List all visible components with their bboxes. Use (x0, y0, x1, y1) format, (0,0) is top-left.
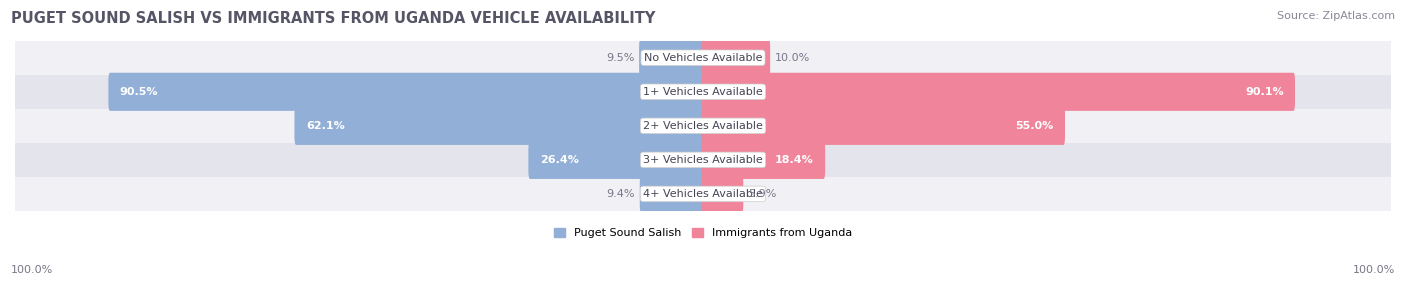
Text: 18.4%: 18.4% (775, 155, 814, 165)
Text: 4+ Vehicles Available: 4+ Vehicles Available (643, 189, 763, 199)
Text: 26.4%: 26.4% (540, 155, 579, 165)
Bar (15, 143, 1391, 177)
FancyBboxPatch shape (702, 175, 744, 213)
Bar (15, 109, 1391, 143)
FancyBboxPatch shape (294, 107, 704, 145)
Text: 90.1%: 90.1% (1244, 87, 1284, 97)
Text: 9.4%: 9.4% (606, 189, 636, 199)
Text: PUGET SOUND SALISH VS IMMIGRANTS FROM UGANDA VEHICLE AVAILABILITY: PUGET SOUND SALISH VS IMMIGRANTS FROM UG… (11, 11, 655, 26)
FancyBboxPatch shape (640, 39, 704, 77)
Text: 2+ Vehicles Available: 2+ Vehicles Available (643, 121, 763, 131)
Text: 10.0%: 10.0% (775, 53, 810, 63)
FancyBboxPatch shape (702, 141, 825, 179)
Text: 100.0%: 100.0% (1353, 265, 1395, 275)
Text: Source: ZipAtlas.com: Source: ZipAtlas.com (1277, 11, 1395, 21)
Text: 9.5%: 9.5% (606, 53, 634, 63)
Text: 55.0%: 55.0% (1015, 121, 1053, 131)
Text: 3+ Vehicles Available: 3+ Vehicles Available (643, 155, 763, 165)
Bar (15, 75, 1391, 109)
FancyBboxPatch shape (640, 175, 704, 213)
FancyBboxPatch shape (529, 141, 704, 179)
Legend: Puget Sound Salish, Immigrants from Uganda: Puget Sound Salish, Immigrants from Ugan… (550, 224, 856, 243)
Bar (15, 177, 1391, 211)
Text: 62.1%: 62.1% (307, 121, 344, 131)
FancyBboxPatch shape (702, 73, 1295, 111)
FancyBboxPatch shape (702, 39, 770, 77)
Text: 5.9%: 5.9% (748, 189, 776, 199)
FancyBboxPatch shape (702, 107, 1064, 145)
FancyBboxPatch shape (108, 73, 704, 111)
Text: 100.0%: 100.0% (11, 265, 53, 275)
Text: No Vehicles Available: No Vehicles Available (644, 53, 762, 63)
Bar (15, 41, 1391, 75)
Text: 90.5%: 90.5% (120, 87, 159, 97)
Text: 1+ Vehicles Available: 1+ Vehicles Available (643, 87, 763, 97)
